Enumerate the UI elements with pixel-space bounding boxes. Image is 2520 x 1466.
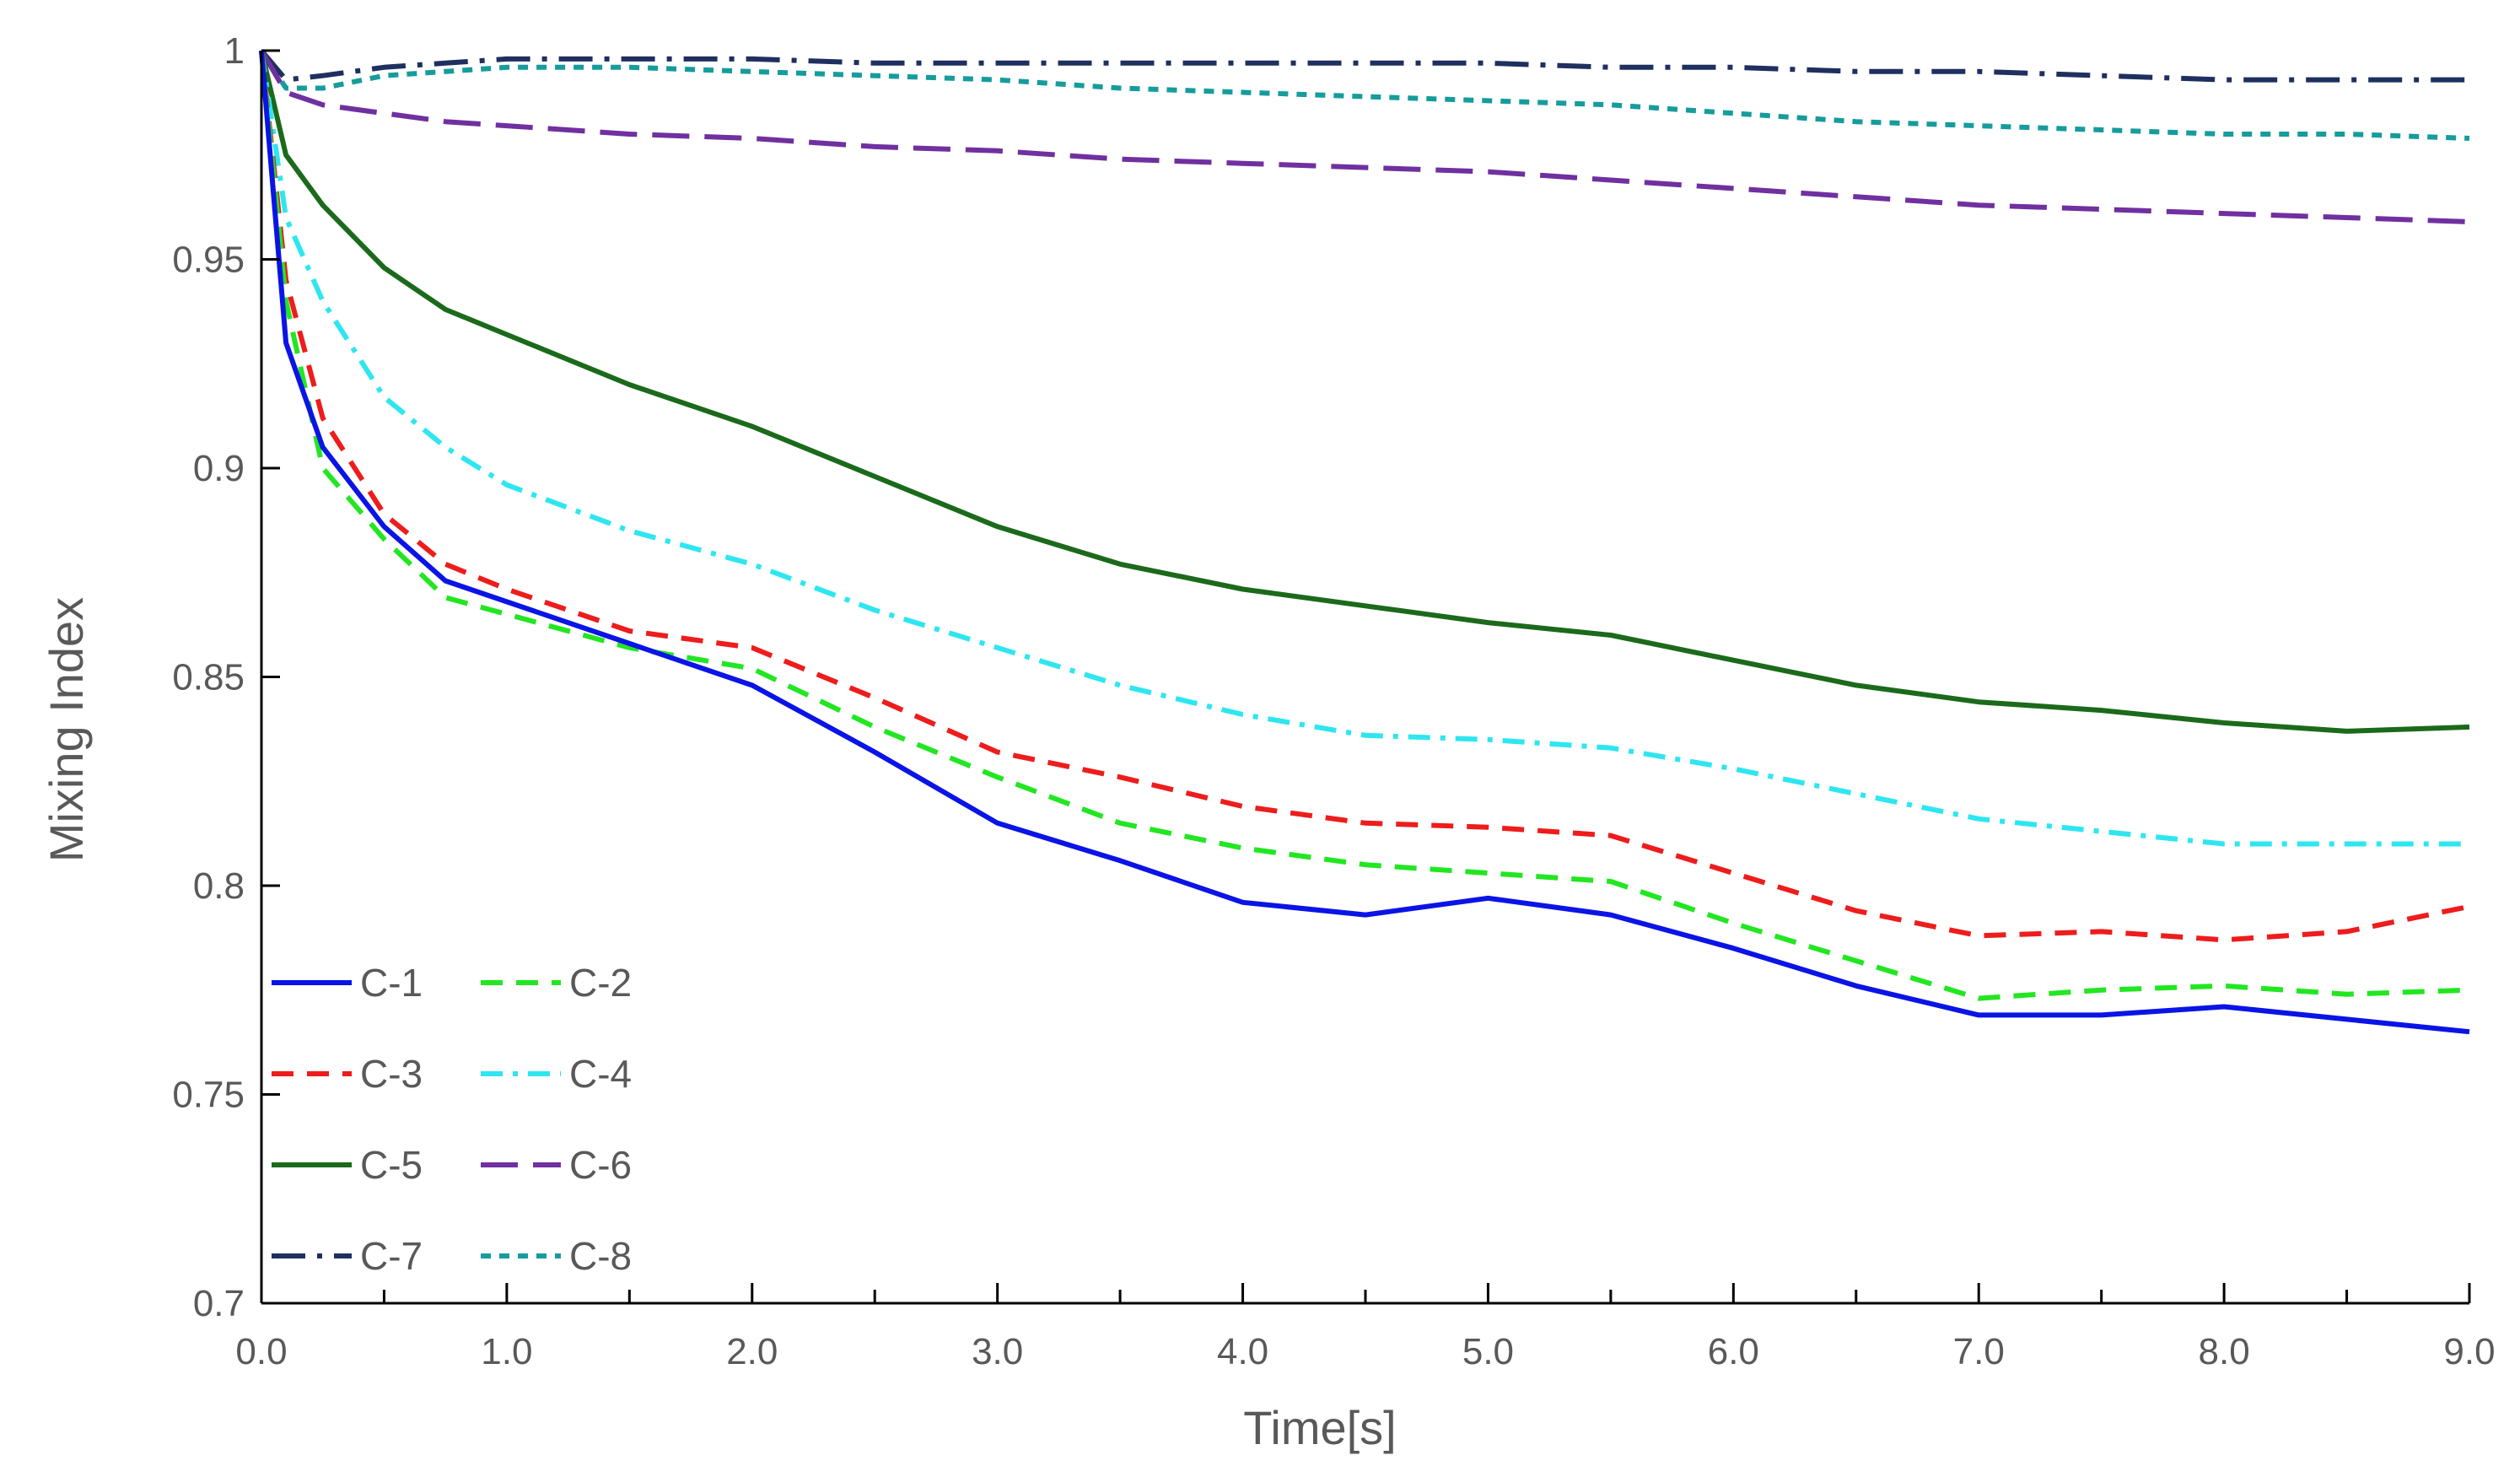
y-axis-ticks: 0.7 0.75 0.8 0.85 0.9 0.95 1 bbox=[172, 30, 280, 1324]
y-tick-label: 0.85 bbox=[172, 657, 245, 698]
legend: C-1 C-2 C-3 C-4 C-5 C-6 C-7 C-8 bbox=[272, 961, 632, 1278]
x-tick-label: 9.0 bbox=[2443, 1331, 2495, 1372]
x-tick-label: 7.0 bbox=[1953, 1331, 2005, 1372]
x-tick-label: 6.0 bbox=[1708, 1331, 1759, 1372]
x-axis-title: Time[s] bbox=[1243, 1401, 1396, 1454]
x-axis-ticks: 0.0 1.0 2.0 3.0 4.0 5.0 6.0 7.0 8.0 9.0 bbox=[235, 1283, 2496, 1372]
y-tick-label: 0.9 bbox=[193, 448, 245, 489]
x-tick-label: 2.0 bbox=[726, 1331, 778, 1372]
legend-label-c-7: C-7 bbox=[360, 1234, 423, 1278]
y-tick-label: 0.95 bbox=[172, 240, 245, 281]
y-tick-label: 0.8 bbox=[193, 865, 245, 907]
x-tick-label: 5.0 bbox=[1462, 1331, 1514, 1372]
series-line-c-4 bbox=[259, 50, 2469, 847]
x-tick-label: 4.0 bbox=[1217, 1331, 1268, 1372]
x-tick-label: 0.0 bbox=[235, 1331, 287, 1372]
legend-label-c-2: C-2 bbox=[569, 961, 632, 1005]
y-tick-label: 0.7 bbox=[193, 1283, 245, 1324]
legend-label-c-1: C-1 bbox=[360, 961, 423, 1005]
y-tick-label: 0.75 bbox=[172, 1075, 245, 1116]
series-line-c-8 bbox=[259, 49, 2470, 141]
legend-label-c-6: C-6 bbox=[569, 1143, 632, 1187]
y-axis-title: Mixing Index bbox=[40, 597, 93, 862]
series-line-c-1 bbox=[259, 50, 2470, 1035]
series-line-c-3 bbox=[259, 50, 2470, 943]
plot-area bbox=[259, 49, 2470, 1035]
x-tick-label: 8.0 bbox=[2199, 1331, 2250, 1372]
x-tick-label: 3.0 bbox=[972, 1331, 1023, 1372]
legend-label-c-8: C-8 bbox=[569, 1234, 632, 1278]
series-line-c-5 bbox=[259, 50, 2470, 734]
legend-label-c-3: C-3 bbox=[360, 1052, 423, 1096]
series-line-c-7 bbox=[259, 49, 2469, 83]
y-tick-label: 1 bbox=[224, 30, 245, 72]
legend-label-c-5: C-5 bbox=[360, 1143, 423, 1187]
legend-label-c-4: C-4 bbox=[569, 1052, 632, 1096]
series-line-c-6 bbox=[259, 49, 2470, 224]
x-tick-label: 1.0 bbox=[481, 1331, 532, 1372]
